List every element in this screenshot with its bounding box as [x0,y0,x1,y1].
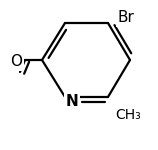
Text: N: N [66,94,78,110]
Text: CH₃: CH₃ [115,108,141,122]
Text: Br: Br [118,11,135,26]
Text: O: O [10,54,22,69]
